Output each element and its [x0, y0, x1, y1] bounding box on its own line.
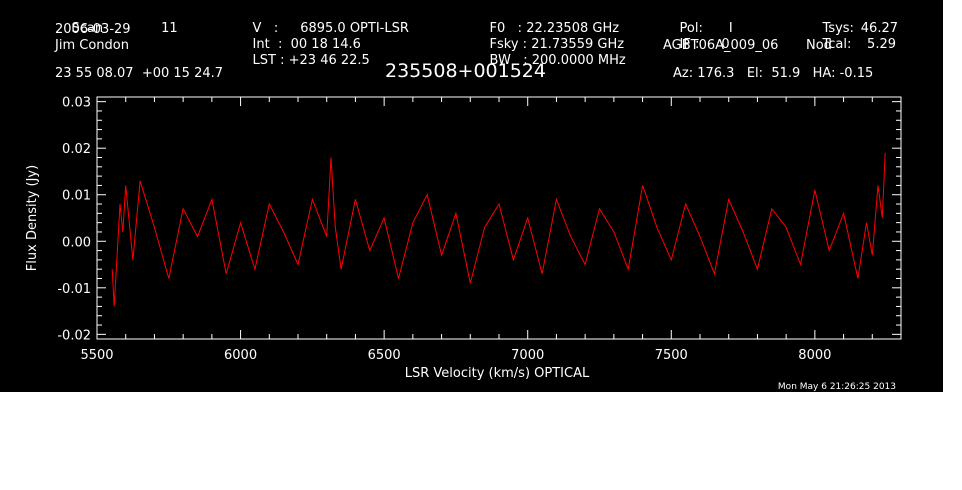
integration-value: 00 18 14.6 — [290, 37, 361, 52]
tsys-label: Tsys: — [822, 21, 854, 36]
spectrum-chart: 5500 6000 6500 7000 7500 8000 -0.02 -0.01 0.00 0.… — [25, 96, 902, 392]
ticks-layer: 5500 6000 6500 7000 7500 8000 -0.02 -0.01 0.00 0.… — [57, 96, 902, 363]
integration-field: Int : 00 18 14.6 — [236, 22, 361, 67]
plot-area: Scan 11 2006-03-29 Jim Condon V : 6895.0 O… — [0, 0, 943, 392]
procedure-name: Nod — [806, 38, 832, 53]
fsky-field: Fsky : 21.73559 GHz — [473, 22, 625, 67]
x-tick-label: 8000 — [798, 348, 831, 363]
f0-value: 22.23508 GHz — [526, 21, 620, 36]
y-tick-label: 0.01 — [62, 189, 91, 204]
tcal-value: 5.29 — [867, 37, 896, 52]
trace-layer — [111, 152, 886, 307]
y-tick-label: 0.03 — [62, 96, 91, 111]
plot-frame — [96, 96, 902, 340]
x-tick-label: 6000 — [224, 348, 257, 363]
bandwidth-field: BW : 200.0000 MHz — [473, 38, 626, 83]
scan-field: Scan 11 — [55, 6, 178, 51]
tsys-value: 46.27 — [860, 21, 898, 36]
bandwidth-label: BW : — [489, 53, 528, 68]
x-tick-label: 7000 — [511, 348, 544, 363]
y-tick-label: -0.02 — [57, 328, 91, 343]
if-field: IF : 0 — [663, 22, 730, 67]
x-axis-label: LSR Velocity (km/s) OPTICAL — [405, 366, 590, 381]
lst-value: +23 46 22.5 — [288, 53, 370, 68]
velocity-value: 6895.0 OPTI-LSR — [300, 21, 409, 36]
if-value: 0 — [721, 37, 730, 52]
velocity-label: V : — [252, 21, 279, 36]
f0-field: F0 : 22.23508 GHz — [473, 6, 620, 51]
lst-label: LST : — [252, 53, 285, 68]
project-id: AGBT06A_009_06 — [663, 38, 779, 53]
integration-label: Int : — [252, 37, 283, 52]
source-title: 235508+001524 — [385, 60, 546, 82]
obs-date: 2006-03-29 — [55, 22, 131, 37]
y-tick-label: 0.02 — [62, 142, 91, 157]
tsys-field: Tsys: 46.27 — [806, 6, 898, 51]
velocity-field: V : 6895.0 OPTI-LSR — [236, 6, 409, 51]
az-el-ha: Az: 176.3 El: 51.9 HA: -0.15 — [673, 66, 874, 81]
render-timestamp: Mon May 6 21:26:25 2013 — [778, 382, 896, 392]
source-coordinates: 23 55 08.07 +00 15 24.7 — [55, 66, 224, 81]
scan-value: 11 — [161, 21, 178, 36]
scan-label: Scan — [71, 21, 104, 36]
y-tick-label: -0.01 — [57, 282, 91, 297]
x-tick-label: 7500 — [655, 348, 688, 363]
x-tick-label: 6500 — [368, 348, 401, 363]
tcal-field: Tcal: 5.29 — [806, 22, 896, 67]
pol-value: I — [728, 21, 733, 36]
lst-field: LST : +23 46 22.5 — [236, 38, 370, 83]
pol-field: Pol: I — [663, 6, 733, 51]
bandwidth-value: 200.0000 MHz — [531, 53, 626, 68]
fsky-label: Fsky : — [489, 37, 528, 52]
f0-label: F0 : — [489, 21, 523, 36]
tcal-label: Tcal: — [822, 37, 852, 52]
if-label: IF : — [679, 37, 700, 52]
x-tick-label: 5500 — [80, 348, 113, 363]
pol-label: Pol: — [679, 21, 703, 36]
y-tick-label: 0.00 — [62, 235, 91, 250]
fsky-value: 21.73559 GHz — [531, 37, 625, 52]
spectrum-trace — [111, 152, 886, 307]
observer-name: Jim Condon — [55, 38, 129, 53]
y-axis-label: Flux Density (Jy) — [25, 165, 40, 271]
